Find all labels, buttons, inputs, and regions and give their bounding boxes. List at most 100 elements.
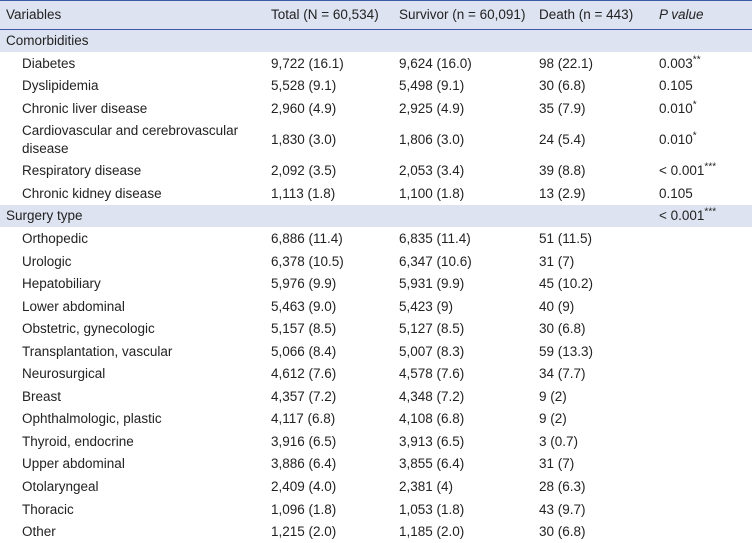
cell-survivor: 1,100 (1.8) (393, 182, 533, 205)
cell-survivor: 3,913 (6.5) (393, 430, 533, 453)
cell-label: Cardiovascular and cerebrovascular disea… (0, 120, 265, 160)
cell-survivor: 2,925 (4.9) (393, 97, 533, 120)
table-row: Upper abdominal3,886 (6.4)3,855 (6.4)31 … (0, 453, 752, 476)
cell-pvalue (653, 385, 752, 408)
cell-label: Transplantation, vascular (0, 340, 265, 363)
cell-survivor: 4,108 (6.8) (393, 408, 533, 431)
cell-pvalue (653, 363, 752, 386)
pvalue-text: < 0.001 (659, 208, 704, 223)
cell-death: 30 (6.8) (533, 521, 653, 543)
cell-label: Neurosurgical (0, 363, 265, 386)
cell-death: 31 (7) (533, 250, 653, 273)
cell-label: Respiratory disease (0, 160, 265, 183)
section-row: Comorbidities (0, 29, 752, 52)
pvalue-stars: * (693, 99, 697, 110)
cell-label: Thyroid, endocrine (0, 430, 265, 453)
pvalue-text: < 0.001 (659, 163, 704, 178)
cell-total: 2,092 (3.5) (265, 160, 393, 183)
pvalue-text: 0.010 (659, 101, 693, 116)
cell-total: 1,096 (1.8) (265, 498, 393, 521)
cell-total: 5,066 (8.4) (265, 340, 393, 363)
cell-pvalue: 0.105 (653, 182, 752, 205)
cell-label: Lower abdominal (0, 295, 265, 318)
cell-survivor: 4,348 (7.2) (393, 385, 533, 408)
cell-survivor: 3,855 (6.4) (393, 453, 533, 476)
table-row: Diabetes9,722 (16.1)9,624 (16.0)98 (22.1… (0, 52, 752, 75)
cell-total: 5,976 (9.9) (265, 273, 393, 296)
table-row: Orthopedic6,886 (11.4)6,835 (11.4)51 (11… (0, 227, 752, 250)
cell-survivor: 5,931 (9.9) (393, 273, 533, 296)
table-row: Urologic6,378 (10.5)6,347 (10.6)31 (7) (0, 250, 752, 273)
cell-death: 39 (8.8) (533, 160, 653, 183)
col-variables: Variables (0, 1, 265, 30)
table-row: Thoracic1,096 (1.8)1,053 (1.8)43 (9.7) (0, 498, 752, 521)
cell-pvalue (653, 430, 752, 453)
table-row: Obstetric, gynecologic5,157 (8.5)5,127 (… (0, 318, 752, 341)
cell-survivor: 5,498 (9.1) (393, 75, 533, 98)
header-row: Variables Total (N = 60,534) Survivor (n… (0, 1, 752, 30)
cell-label: Obstetric, gynecologic (0, 318, 265, 341)
table-row: Neurosurgical4,612 (7.6)4,578 (7.6)34 (7… (0, 363, 752, 386)
cell-pvalue (653, 227, 752, 250)
cell-survivor: 2,053 (3.4) (393, 160, 533, 183)
cell-pvalue (653, 453, 752, 476)
cell-label: Other (0, 521, 265, 543)
cell-label: Thoracic (0, 498, 265, 521)
cell-label: Urologic (0, 250, 265, 273)
data-table: Variables Total (N = 60,534) Survivor (n… (0, 0, 752, 543)
cell-label: Breast (0, 385, 265, 408)
cell-death: 28 (6.3) (533, 475, 653, 498)
table-row: Chronic liver disease2,960 (4.9)2,925 (4… (0, 97, 752, 120)
cell-survivor: 5,423 (9) (393, 295, 533, 318)
cell-survivor: 1,185 (2.0) (393, 521, 533, 543)
cell-total: 4,612 (7.6) (265, 363, 393, 386)
table-row: Respiratory disease2,092 (3.5)2,053 (3.4… (0, 160, 752, 183)
cell-pvalue (653, 521, 752, 543)
cell-survivor: 1,053 (1.8) (393, 498, 533, 521)
col-survivor: Survivor (n = 60,091) (393, 1, 533, 30)
cell-survivor: 4,578 (7.6) (393, 363, 533, 386)
cell-label: Hepatobiliary (0, 273, 265, 296)
empty-cell (533, 29, 653, 52)
cell-pvalue (653, 295, 752, 318)
col-death: Death (n = 443) (533, 1, 653, 30)
cell-survivor: 5,127 (8.5) (393, 318, 533, 341)
cell-total: 5,528 (9.1) (265, 75, 393, 98)
cell-survivor: 5,007 (8.3) (393, 340, 533, 363)
table-row: Cardiovascular and cerebrovascular disea… (0, 120, 752, 160)
cell-total: 1,215 (2.0) (265, 521, 393, 543)
table-row: Otolaryngeal2,409 (4.0)2,381 (4)28 (6.3) (0, 475, 752, 498)
cell-pvalue (653, 475, 752, 498)
pvalue-text: 0.003 (659, 56, 693, 71)
cell-total: 6,886 (11.4) (265, 227, 393, 250)
col-pvalue: P value (653, 1, 752, 30)
col-total: Total (N = 60,534) (265, 1, 393, 30)
table-row: Breast4,357 (7.2)4,348 (7.2)9 (2) (0, 385, 752, 408)
cell-total: 2,409 (4.0) (265, 475, 393, 498)
pvalue-stars: ** (693, 54, 701, 65)
cell-total: 1,113 (1.8) (265, 182, 393, 205)
cell-total: 6,378 (10.5) (265, 250, 393, 273)
cell-pvalue (653, 273, 752, 296)
cell-total: 5,157 (8.5) (265, 318, 393, 341)
cell-label: Ophthalmologic, plastic (0, 408, 265, 431)
cell-pvalue (653, 318, 752, 341)
cell-pvalue: 0.105 (653, 75, 752, 98)
cell-label: Otolaryngeal (0, 475, 265, 498)
cell-pvalue: < 0.001*** (653, 160, 752, 183)
table-row: Thyroid, endocrine3,916 (6.5)3,913 (6.5)… (0, 430, 752, 453)
cell-death: 13 (2.9) (533, 182, 653, 205)
table-row: Hepatobiliary5,976 (9.9)5,931 (9.9)45 (1… (0, 273, 752, 296)
pvalue-stars: *** (704, 207, 716, 218)
cell-pvalue (653, 408, 752, 431)
cell-pvalue (653, 29, 752, 52)
table-row: Chronic kidney disease1,113 (1.8)1,100 (… (0, 182, 752, 205)
cell-death: 51 (11.5) (533, 227, 653, 250)
cell-pvalue: < 0.001*** (653, 205, 752, 228)
section-label: Comorbidities (0, 29, 265, 52)
cell-label: Dyslipidemia (0, 75, 265, 98)
cell-survivor: 6,835 (11.4) (393, 227, 533, 250)
empty-cell (265, 29, 393, 52)
cell-survivor: 1,806 (3.0) (393, 120, 533, 160)
table-row: Transplantation, vascular5,066 (8.4)5,00… (0, 340, 752, 363)
